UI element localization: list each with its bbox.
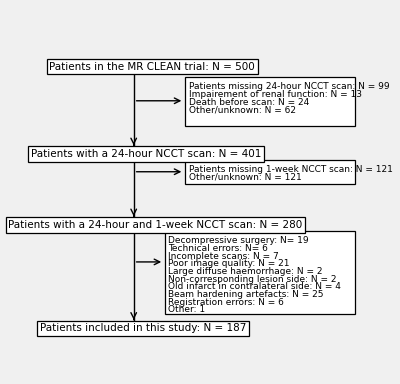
Text: Patients missing 1-week NCCT scan: N = 121: Patients missing 1-week NCCT scan: N = 1…	[188, 165, 392, 174]
Text: Death before scan: N = 24: Death before scan: N = 24	[188, 98, 309, 107]
Text: Patients with a 24-hour NCCT scan: N = 401: Patients with a 24-hour NCCT scan: N = 4…	[31, 149, 261, 159]
Text: Poor image quality: N = 21: Poor image quality: N = 21	[168, 259, 290, 268]
Text: Beam hardening artefacts: N = 25: Beam hardening artefacts: N = 25	[168, 290, 324, 299]
Text: Impairement of renal function: N = 13: Impairement of renal function: N = 13	[188, 90, 362, 99]
Text: Large diffuse haemorrhage: N = 2: Large diffuse haemorrhage: N = 2	[168, 267, 323, 276]
Text: Technical errors: N= 6: Technical errors: N= 6	[168, 244, 268, 253]
Text: Other/unknown: N = 121: Other/unknown: N = 121	[188, 173, 301, 182]
Text: Incomplete scans: N = 7: Incomplete scans: N = 7	[168, 252, 279, 261]
Text: Old infarct in contralateral side: N = 4: Old infarct in contralateral side: N = 4	[168, 282, 341, 291]
Text: Non-corresponding lesion side: N = 2: Non-corresponding lesion side: N = 2	[168, 275, 337, 284]
Text: Patients missing 24-hour NCCT scan: N = 99: Patients missing 24-hour NCCT scan: N = …	[188, 83, 389, 91]
Text: Patients in the MR CLEAN trial: N = 500: Patients in the MR CLEAN trial: N = 500	[50, 62, 255, 72]
Bar	[185, 77, 355, 126]
Text: Patients included in this study: N = 187: Patients included in this study: N = 187	[40, 323, 246, 333]
Text: Patients with a 24-hour and 1-week NCCT scan: N = 280: Patients with a 24-hour and 1-week NCCT …	[8, 220, 302, 230]
Text: Other: 1: Other: 1	[168, 305, 206, 314]
Text: Registration errors: N = 6: Registration errors: N = 6	[168, 298, 284, 307]
Text: Decompressive surgery: N= 19: Decompressive surgery: N= 19	[168, 236, 309, 245]
Bar	[185, 160, 355, 184]
Text: Other/unknown: N = 62: Other/unknown: N = 62	[188, 106, 296, 114]
Bar	[165, 231, 355, 314]
